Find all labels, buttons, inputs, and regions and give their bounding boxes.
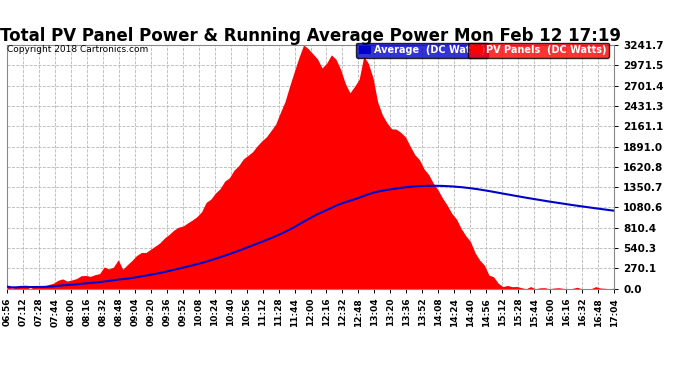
Text: Copyright 2018 Cartronics.com: Copyright 2018 Cartronics.com [7, 45, 148, 54]
Title: Total PV Panel Power & Running Average Power Mon Feb 12 17:19: Total PV Panel Power & Running Average P… [0, 27, 621, 45]
Legend: PV Panels  (DC Watts): PV Panels (DC Watts) [469, 42, 609, 58]
